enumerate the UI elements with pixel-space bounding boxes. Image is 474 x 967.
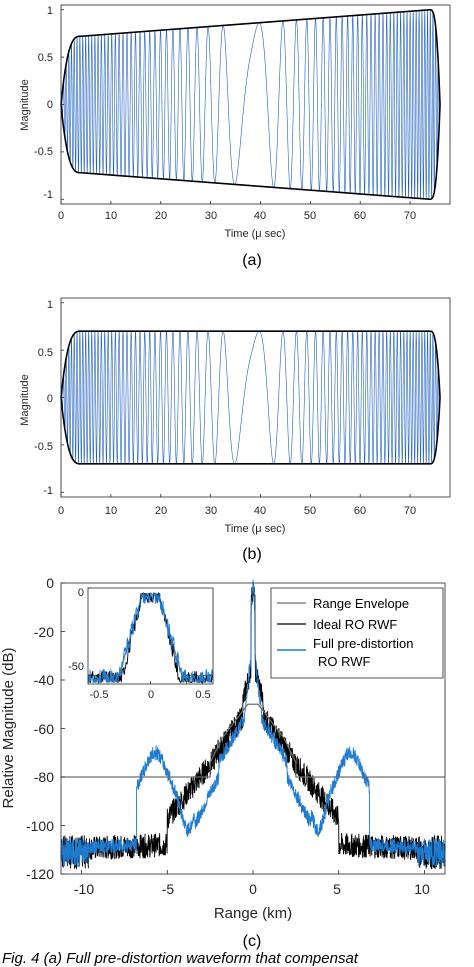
legend-label-ideal-ro-rwf: Ideal RO RWF (313, 617, 397, 632)
panel-b-plot-area (60, 330, 441, 465)
b-xtick-70: 70 (404, 505, 416, 517)
c-ytick--60: -60 (34, 721, 54, 737)
inset-ytick--50: -50 (68, 661, 84, 673)
b-ytick-0: 0 (47, 393, 53, 405)
a-caption: (a) (242, 252, 262, 269)
c-ytick--100: -100 (26, 818, 54, 834)
c-ytick--20: -20 (34, 624, 54, 640)
panel-c-inset: 0 -50 -0.5 0 0.5 (68, 587, 214, 701)
a-ytick--0.5: -0.5 (34, 146, 53, 158)
a-xtick-70: 70 (404, 210, 416, 222)
b-caption: (b) (242, 546, 262, 563)
c-xlabel: Range (km) (214, 905, 292, 922)
panel-b-envelope-lower (60, 397, 441, 465)
a-ytick-0: 0 (47, 99, 53, 111)
inset-ticks (88, 587, 203, 684)
panel-c-plot-area (60, 579, 446, 870)
a-xtick-10: 10 (105, 210, 117, 222)
series-full-predistortion-ro-rwf (60, 579, 446, 867)
c-xtick-0: 0 (249, 881, 257, 897)
a-ytick-1: 1 (47, 5, 53, 17)
panel-a-envelope-upper (60, 8, 441, 105)
panel-b: 1 0.5 0 -0.5 -1 0 10 20 30 40 50 60 70 T… (19, 297, 451, 563)
b-ytick--0.5: -0.5 (34, 441, 53, 453)
b-xtick-30: 30 (205, 505, 217, 517)
b-xtick-20: 20 (155, 505, 167, 517)
b-xtick-50: 50 (304, 505, 316, 517)
a-xtick-50: 50 (304, 210, 316, 222)
a-xtick-0: 0 (58, 210, 64, 222)
panel-c-ticks (61, 582, 425, 875)
inset-ytick-0: 0 (78, 587, 84, 599)
c-xtick-5: 5 (333, 881, 341, 897)
c-ylabel: Relative Magnitude (dB) (0, 648, 17, 809)
panel-b-axes-box (60, 297, 451, 498)
inset-xtick-0.5: 0.5 (195, 689, 210, 701)
a-xlabel: Time (μ sec) (225, 228, 286, 240)
c-xtick-10: 10 (414, 881, 430, 897)
panel-a-waveform (60, 9, 441, 200)
c-xtick--5: -5 (162, 881, 175, 897)
a-xtick-30: 30 (205, 210, 217, 222)
b-xtick-10: 10 (105, 505, 117, 517)
inset-xtick--0.5: -0.5 (90, 689, 109, 701)
inset-background (88, 588, 213, 684)
c-ytick--120: -120 (26, 866, 54, 882)
c-caption: (c) (243, 933, 262, 950)
inset-series-full-predistortion (87, 592, 214, 684)
a-ytick-0.5: 0.5 (38, 52, 53, 64)
panel-b-envelope-upper (60, 330, 441, 398)
c-ytick--80: -80 (34, 769, 54, 785)
b-ytick-1: 1 (47, 299, 53, 311)
a-xtick-40: 40 (254, 210, 266, 222)
b-ytick-0.5: 0.5 (38, 347, 53, 359)
series-range-envelope (61, 703, 445, 778)
a-xtick-20: 20 (155, 210, 167, 222)
inset-xtick-0: 0 (148, 689, 154, 701)
panel-a-plot-area (60, 8, 441, 201)
panel-c-legend: Range Envelope Ideal RO RWF Full pre-dis… (270, 587, 444, 679)
panel-a-envelope-lower (60, 104, 441, 201)
a-xtick-60: 60 (354, 210, 366, 222)
b-ytick--1: -1 (43, 485, 53, 497)
inset-plot-area (87, 591, 214, 684)
panel-b-waveform (60, 330, 441, 465)
panel-a-ticks (60, 9, 411, 204)
b-xtick-40: 40 (254, 505, 266, 517)
c-ytick--40: -40 (34, 672, 54, 688)
b-ylabel: Magnitude (19, 374, 31, 425)
a-ylabel: Magnitude (19, 79, 31, 130)
panel-b-ticks (60, 302, 411, 497)
c-xtick--10: -10 (74, 881, 94, 897)
panel-a: 1 0.5 0 -0.5 -1 0 10 20 30 40 50 60 70 T… (19, 4, 451, 269)
b-xtick-0: 0 (58, 505, 64, 517)
panel-c: 0 -20 -40 -60 -80 -100 -120 -10 -5 0 5 1… (0, 575, 446, 950)
b-xlabel: Time (μ sec) (225, 523, 286, 535)
figure-footer-text: Fig. 4 (a) Full pre-distortion waveform … (2, 950, 359, 967)
c-ytick-0: 0 (46, 575, 54, 591)
b-xtick-60: 60 (354, 505, 366, 517)
legend-label-full-predistortion-line2: RO RWF (318, 654, 371, 669)
legend-label-full-predistortion-line1: Full pre-distortion (313, 636, 413, 651)
a-ytick--1: -1 (43, 189, 53, 201)
legend-label-range-envelope: Range Envelope (313, 596, 409, 611)
